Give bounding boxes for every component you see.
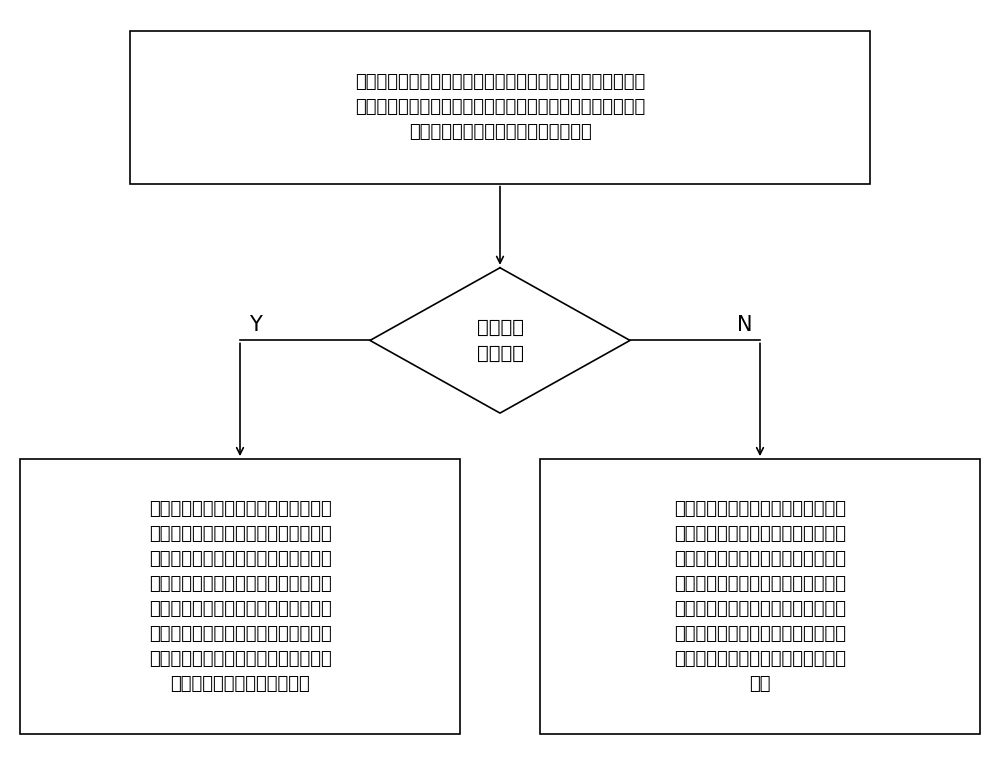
Text: N: N	[737, 315, 753, 335]
Bar	[540, 459, 980, 734]
Bar	[20, 459, 460, 734]
Bar	[130, 31, 870, 184]
Text: 采用第二延时电路作为热电池的等效替
代电路为被控电路供电；并根据所述热
电池的延时时间及供电电压确定第二磁
保持继电器、第二延时继电器、大功率
电磁继电器的器件: 采用第二延时电路作为热电池的等效替 代电路为被控电路供电；并根据所述热 电池的延…	[149, 500, 331, 693]
Text: 获取热电池的延时时间及供电电压，并根据被控电路工作过程
中所需的电流，判断否需要进行电流调理；根据所述热电池的
供电电压确定直流供电电源的供电电压: 获取热电池的延时时间及供电电压，并根据被控电路工作过程 中所需的电流，判断否需要…	[355, 73, 645, 141]
Text: 采用第一延时电路作为热电池的等效
替代电路为被控电路供电；并根据所
述热电池的延时时间及供电电压确定
第一磁保持继电器、第一延时继电器
的器件选型及延时时间，使: 采用第一延时电路作为热电池的等效 替代电路为被控电路供电；并根据所 述热电池的延…	[674, 500, 846, 693]
Text: Y: Y	[249, 315, 261, 335]
Text: 需要进行
电流调理: 需要进行 电流调理	[477, 317, 524, 363]
